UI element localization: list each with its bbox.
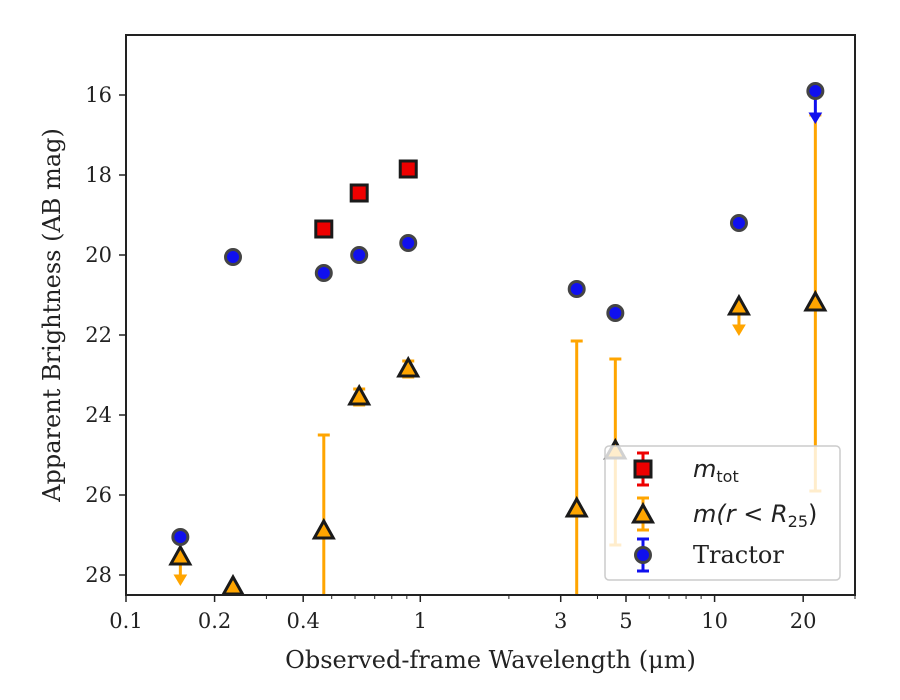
y-tick-label: 16 [85,83,112,107]
legend: mtot m(r < R25) Tractor [604,445,841,581]
x-tick-label: 3 [554,609,567,633]
x-tick-label: 10 [701,609,728,633]
legend-r25-close: ) [808,500,817,528]
tractor-point [606,304,625,322]
x-tick-label: 1 [414,609,427,633]
mtot-point [349,183,369,203]
r25-point [311,517,336,540]
legend-r25-sub: 25 [788,512,808,531]
x-tick-label: 0.2 [198,609,231,633]
x-tick-label: 20 [790,609,817,633]
tractor-upper-limit-arrow-head [808,112,823,124]
tractor-point [350,246,369,264]
legend-mtot-marker [633,459,653,479]
r25-point [347,383,372,406]
legend-r25-marker [630,501,656,524]
plot-frame [125,34,856,596]
y-tick-label: 24 [85,403,112,427]
x-axis-label: Observed-frame Wavelength (μm) [285,646,696,674]
legend-mtot-label: mtot [693,455,739,486]
y-axis-label: Apparent Brightness (AB mag) [38,128,66,503]
r25-point [564,495,589,518]
x-tick-label: 5 [619,609,632,633]
legend-r25-label: m(r < R25) [693,500,817,531]
r25-point [396,355,421,378]
tractor-point [171,528,190,546]
tractor-point [806,82,825,100]
mtot-point [398,159,418,179]
r25-point [803,289,828,312]
y-tick-label: 28 [85,563,112,587]
r25-upper-limit-arrow-head [732,324,746,336]
legend-mtot-sub: tot [716,467,738,486]
mtot-point [314,219,334,239]
y-tick-label: 18 [85,163,112,187]
tractor-point [314,264,333,282]
chart-axes: 0.1 0.2 0.4 1 3 5 10 20 16 18 20 22 24 26 28 [85,83,856,633]
r25-point [168,543,193,566]
tractor-point [729,214,748,232]
tractor-point [399,234,418,252]
r25-upper-limit-arrow-head [173,574,188,586]
y-tick-label: 26 [85,483,112,507]
legend-tractor-marker [634,546,652,564]
legend-tractor-label: Tractor [693,541,784,569]
x-tick-label: 0.4 [286,609,319,633]
y-tick-label: 20 [85,243,112,267]
legend-r25-main: m(r < R [693,500,788,528]
r25-point [726,293,752,316]
tractor-point [567,280,586,298]
y-tick-label: 22 [85,323,112,347]
legend-mtot-main: m [693,455,716,483]
x-tick-label: 0.1 [109,609,142,633]
legend-box [604,445,841,581]
tractor-point [224,248,243,266]
